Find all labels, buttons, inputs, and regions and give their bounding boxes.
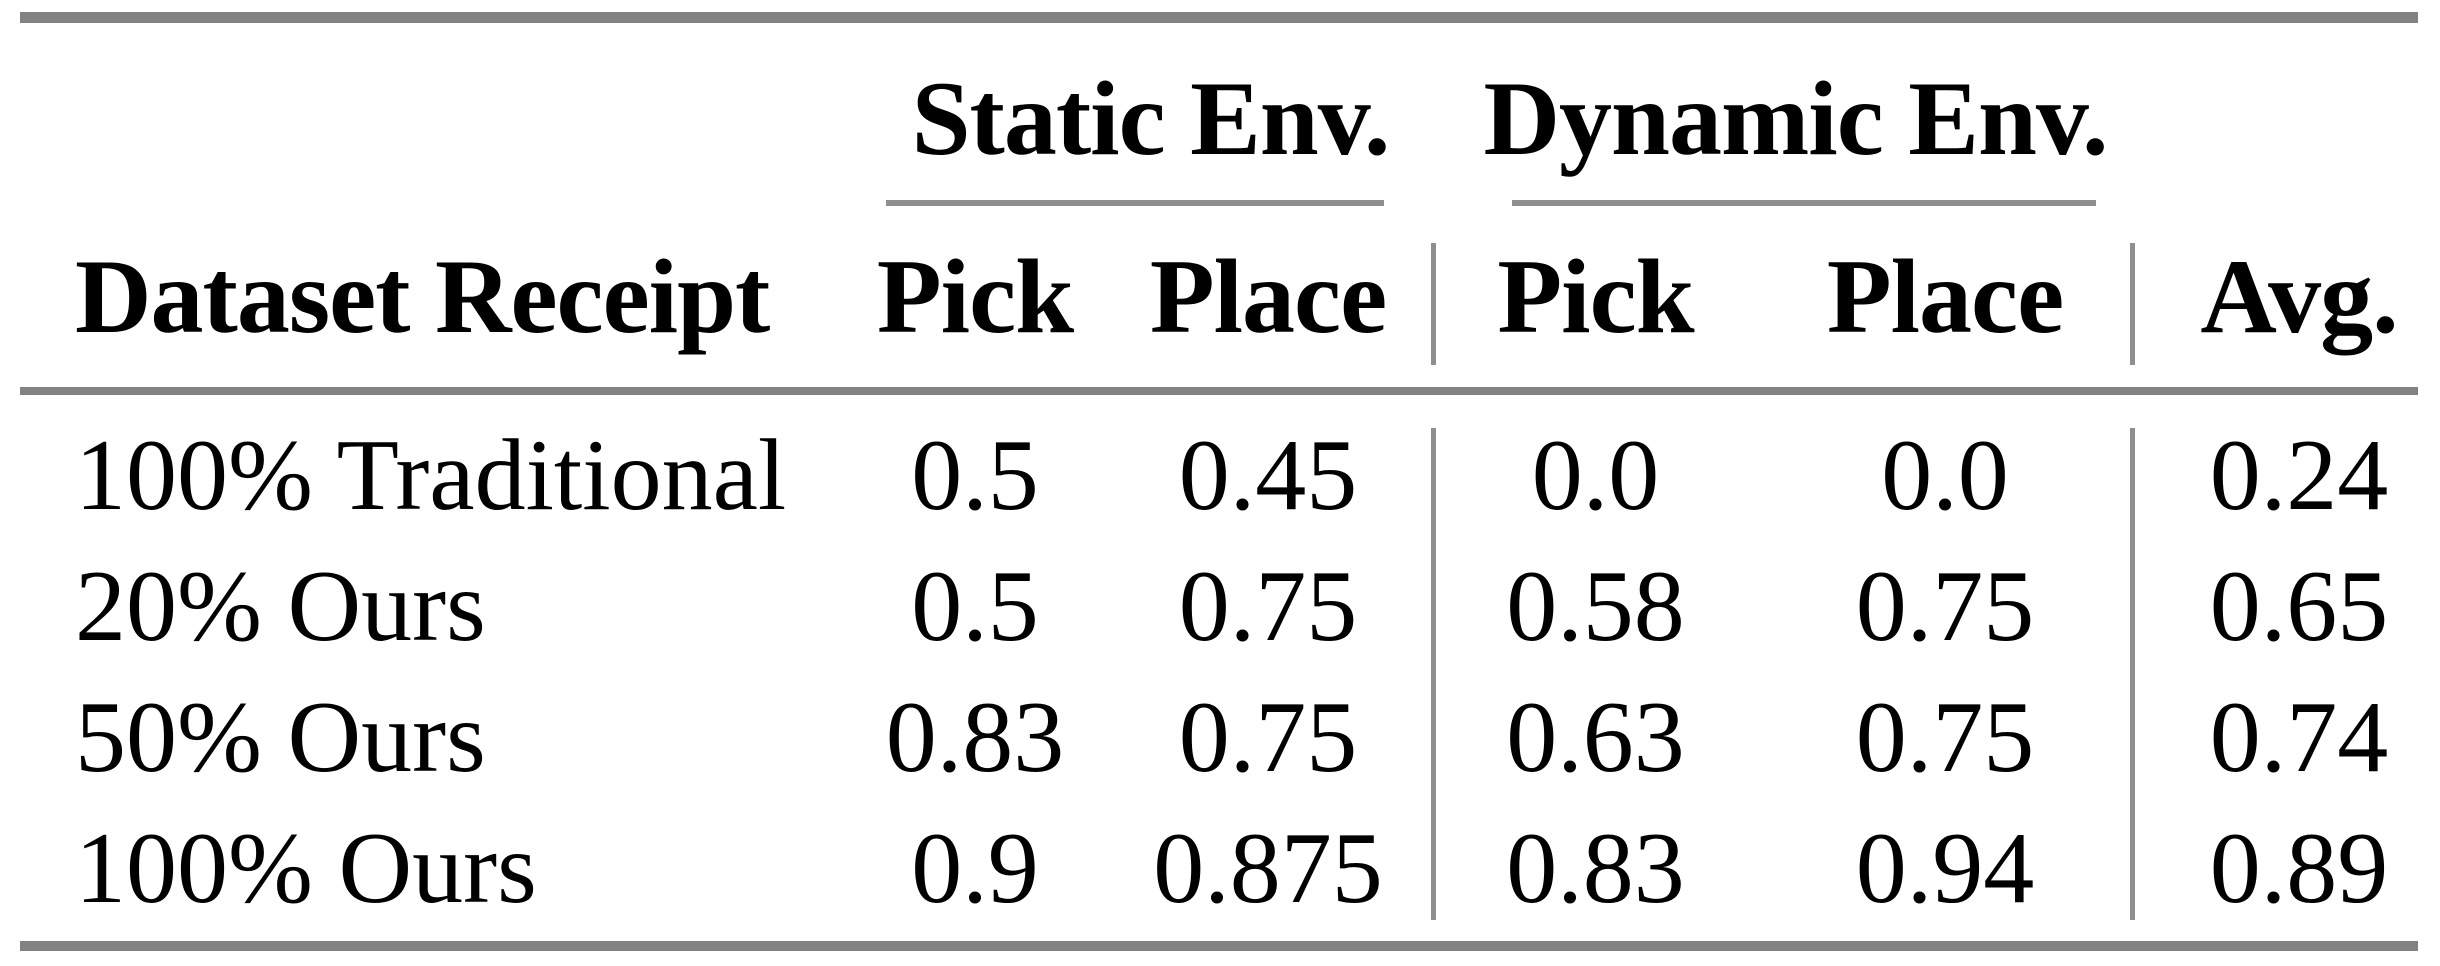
cell-static-place: 0.75 <box>1178 549 1358 663</box>
cell-static-place: 0.45 <box>1178 418 1358 532</box>
mid-rule <box>20 387 2418 395</box>
cell-avg: 0.74 <box>2209 680 2389 794</box>
column-header-dynamic-place: Place <box>1826 238 2064 355</box>
column-divider-1-body <box>1431 428 1436 920</box>
row-label: 100% Traditional <box>75 418 787 532</box>
table-row: 100% Ours 0.9 0.875 0.83 0.94 0.89 <box>20 803 2418 934</box>
column-divider-2-body <box>2130 428 2135 920</box>
cell-static-place: 0.875 <box>1153 811 1383 925</box>
cell-dynamic-place: 0.0 <box>1881 418 2009 532</box>
column-divider-1-header <box>1431 243 1436 365</box>
group-header-static-env: Static Env. <box>911 60 1391 177</box>
row-label: 20% Ours <box>75 549 486 663</box>
cell-static-pick: 0.83 <box>885 680 1065 794</box>
table-row: 20% Ours 0.5 0.75 0.58 0.75 0.65 <box>20 541 2418 672</box>
column-header-dynamic-pick: Pick <box>1497 238 1694 355</box>
column-header-static-pick: Pick <box>876 238 1074 355</box>
cell-static-pick: 0.9 <box>911 811 1039 925</box>
static-env-underline <box>886 200 1384 206</box>
cell-avg: 0.24 <box>2209 418 2389 532</box>
top-rule <box>20 12 2418 23</box>
cell-static-pick: 0.5 <box>911 418 1039 532</box>
dynamic-env-underline <box>1512 200 2096 206</box>
column-header-row: Dataset Receipt Pick Place Pick Place Av… <box>20 208 2418 386</box>
cell-dynamic-pick: 0.63 <box>1506 680 1685 794</box>
cell-dynamic-place: 0.94 <box>1855 811 2035 925</box>
cell-static-place: 0.75 <box>1178 680 1358 794</box>
cell-avg: 0.65 <box>2209 549 2389 663</box>
cell-static-pick: 0.5 <box>911 549 1039 663</box>
table-row: 100% Traditional 0.5 0.45 0.0 0.0 0.24 <box>20 410 2418 541</box>
column-header-static-place: Place <box>1149 238 1387 355</box>
cell-dynamic-pick: 0.58 <box>1506 549 1685 663</box>
group-header-dynamic-env: Dynamic Env. <box>1483 60 2108 177</box>
table-row: 50% Ours 0.83 0.75 0.63 0.75 0.74 <box>20 672 2418 803</box>
group-header-row: Static Env. Dynamic Env. <box>20 24 2418 200</box>
table-body: 100% Traditional 0.5 0.45 0.0 0.0 0.24 2… <box>20 410 2418 934</box>
cell-dynamic-place: 0.75 <box>1855 680 2035 794</box>
cell-avg: 0.89 <box>2209 811 2389 925</box>
row-label: 50% Ours <box>75 680 486 794</box>
cell-dynamic-pick: 0.83 <box>1506 811 1685 925</box>
row-label: 100% Ours <box>75 811 537 925</box>
cell-dynamic-pick: 0.0 <box>1531 418 1660 532</box>
column-header-avg: Avg. <box>2200 238 2398 355</box>
column-divider-2-header <box>2130 243 2135 365</box>
bottom-rule <box>20 941 2418 951</box>
cell-dynamic-place: 0.75 <box>1855 549 2035 663</box>
column-header-dataset-receipt: Dataset Receipt <box>75 238 770 355</box>
